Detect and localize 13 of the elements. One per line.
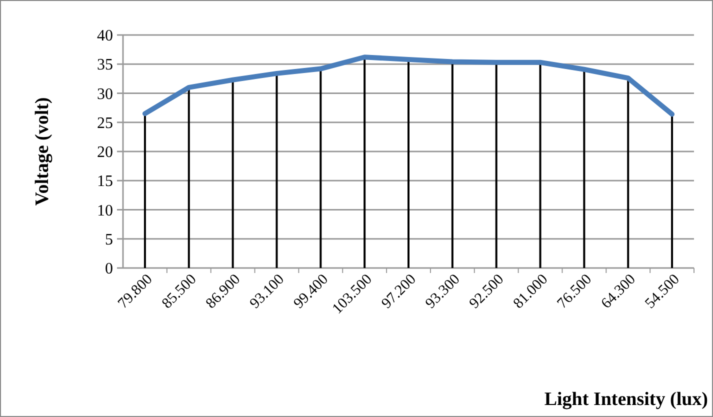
y-tick-label: 15 xyxy=(97,173,113,190)
y-tick-label: 20 xyxy=(97,144,113,162)
bar xyxy=(144,114,146,268)
y-tick-label: 0 xyxy=(105,260,113,278)
y-axis-title: Voltage (volt) xyxy=(32,97,53,206)
y-tick-label: 40 xyxy=(97,28,113,45)
y-tick-label: 25 xyxy=(97,114,113,132)
bar xyxy=(671,114,674,268)
x-axis-title: Light Intensity (lux) xyxy=(544,389,708,410)
y-tick-label: 30 xyxy=(97,86,113,103)
y-tick-label: 10 xyxy=(97,202,113,220)
y-tick-label: 35 xyxy=(97,56,113,74)
y-tick-label: 5 xyxy=(105,231,113,248)
